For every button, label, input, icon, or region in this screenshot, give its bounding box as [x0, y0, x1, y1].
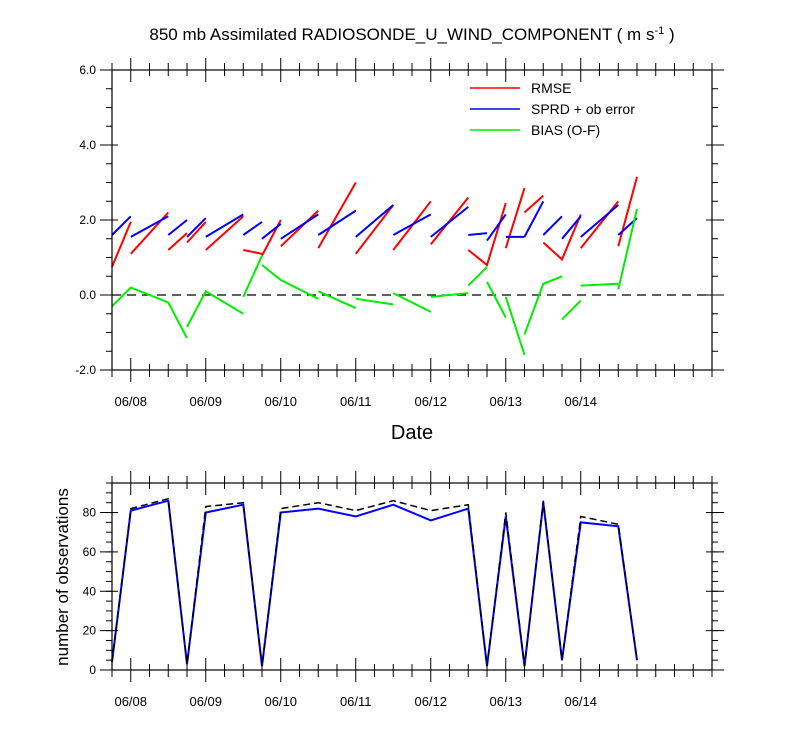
rmse-line-segment [542, 214, 582, 262]
bottom-x-tick-label: 06/09 [189, 694, 222, 709]
sprd-ob-error-line-segment [355, 204, 394, 238]
rmse-line-segment [205, 215, 244, 251]
bottom-y-tick-label: 60 [83, 545, 97, 559]
sprd-ob-error-line-segment [542, 215, 563, 236]
bias-o-f-line-segment [523, 275, 563, 335]
chart-title-close: ) [664, 25, 674, 44]
top-x-tick-label: 06/14 [564, 394, 597, 409]
chart-title-exponent: -1 [654, 25, 664, 37]
top-y-tick-label: 6.0 [79, 63, 96, 77]
rmse-line-segment [580, 200, 620, 249]
sprd-ob-error-line-segment [523, 200, 545, 238]
sprd-ob-error-line-segment [111, 215, 132, 236]
sprd-ob-error-line-segment [430, 206, 469, 238]
bias-o-f-line-segment [317, 290, 357, 310]
bottom-x-tick-label: 06/12 [414, 694, 447, 709]
sprd-ob-error-line-segment [280, 213, 319, 240]
rmse-line-segment [317, 182, 357, 249]
sprd-ob-error-line-segment [261, 223, 282, 240]
bottom-plot-frame [111, 482, 713, 671]
bias-o-f-line-segment [580, 282, 619, 287]
sprd-ob-error-line-segment [205, 213, 244, 238]
bottom-y-tick-label: 80 [83, 506, 97, 520]
rmse-line-segment [355, 204, 395, 255]
top-x-tick-label: 06/08 [114, 394, 147, 409]
top-x-tick-label: 06/12 [414, 394, 447, 409]
x-axis-label: Date [391, 422, 433, 444]
y-axis-label-observations: number of observations [53, 488, 72, 666]
rmse-line-segment [167, 232, 188, 251]
sprd-ob-error-line-segment [317, 209, 357, 236]
observations-possible-line [111, 497, 638, 667]
sprd-ob-error-line-segment [186, 217, 207, 238]
bottom-y-tick-label: 40 [83, 584, 97, 598]
sprd-ob-error-line-segment [468, 232, 488, 236]
top-chart-axes-group: -2.0 0.0 2.0 4.0 6.0 06/08 06/09 06/10 06/11 06/1… [75, 58, 724, 409]
rmse-line-segment [523, 194, 544, 214]
top-y-tick-label: 0.0 [79, 288, 96, 302]
top-chart-series-group [111, 176, 638, 356]
chart-title-text: 850 mb Assimilated RADIOSONDE_U_WIND_COM… [149, 25, 654, 44]
top-y-tick-label: -2.0 [75, 363, 96, 377]
observations-used-line [111, 499, 638, 667]
legend-label-sprd-ob-error: SPRD + ob error [531, 101, 635, 117]
bottom-x-tick-label: 06/14 [564, 694, 597, 709]
top-chart-legend: RMSE SPRD + ob error BIAS (O-F) [470, 80, 635, 138]
sprd-ob-error-line-segment [167, 219, 188, 236]
top-x-tick-label: 06/11 [340, 394, 372, 409]
top-x-tick-label: 06/10 [264, 394, 297, 409]
bias-o-f-line-segment [186, 289, 244, 328]
top-y-tick-label: 2.0 [79, 213, 96, 227]
top-x-tick-label: 06/09 [189, 394, 222, 409]
rmse-line-segment [504, 187, 526, 249]
bias-o-f-line-segment [242, 255, 263, 298]
sprd-ob-error-line-segment [486, 213, 507, 242]
bottom-y-tick-label: 20 [83, 624, 97, 638]
sprd-ob-error-line-segment [242, 221, 263, 236]
bottom-chart-series-group [111, 497, 638, 667]
bias-o-f-line-segment [561, 299, 582, 321]
rmse-line-segment [186, 221, 207, 244]
bias-o-f-line-segment [617, 208, 638, 290]
sprd-ob-error-line-segment [392, 213, 432, 236]
chart-title: 850 mb Assimilated RADIOSONDE_U_WIND_COM… [149, 25, 674, 44]
rmse-line-segment [617, 176, 638, 247]
sprd-ob-error-line-segment [561, 215, 582, 240]
bias-o-f-line-segment [504, 296, 526, 356]
bias-o-f-line-segment [355, 297, 394, 306]
rmse-line-segment [280, 209, 319, 248]
bottom-x-tick-label: 06/08 [114, 694, 147, 709]
bottom-y-tick-label: 0 [89, 663, 96, 677]
bottom-chart-axes-group: 0 20 40 60 80 06/08 06/09 06/10 06/11 06/12 06/13 0… [83, 471, 724, 709]
bias-o-f-line-segment [261, 264, 319, 300]
rmse-line-segment [111, 221, 132, 268]
top-x-tick-label: 06/13 [489, 394, 522, 409]
sprd-ob-error-line-segment [130, 215, 169, 238]
legend-label-bias-o-f: BIAS (O-F) [531, 122, 600, 138]
bias-o-f-line-segment [392, 292, 432, 313]
bias-o-f-line-segment [111, 286, 188, 339]
legend-label-rmse: RMSE [531, 80, 571, 96]
bias-o-f-line-segment [486, 281, 507, 318]
bottom-x-tick-label: 06/13 [489, 694, 522, 709]
bottom-x-tick-label: 06/11 [340, 694, 372, 709]
bias-o-f-line-segment [430, 292, 469, 298]
top-y-tick-label: 4.0 [79, 138, 96, 152]
rmse-line-segment [243, 249, 263, 255]
bottom-x-tick-label: 06/10 [264, 694, 297, 709]
sprd-ob-error-line-segment [580, 204, 619, 238]
bias-o-f-line-segment [467, 266, 488, 287]
